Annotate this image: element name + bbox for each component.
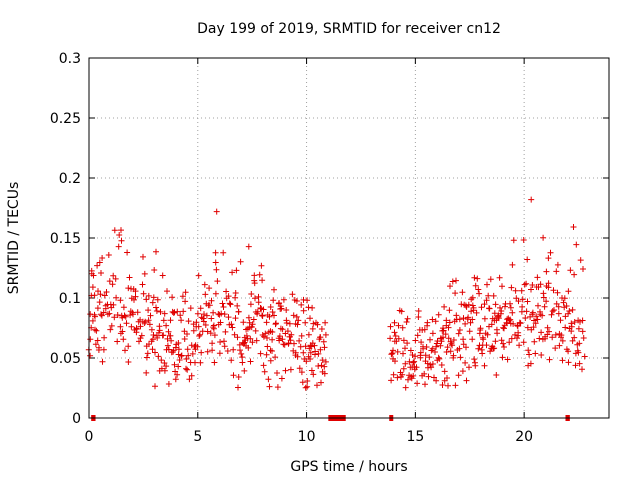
x-tick-label: 0	[85, 429, 94, 445]
plot-frame	[88, 57, 610, 419]
x-tick-label: 5	[193, 429, 202, 445]
data-points	[85, 196, 588, 391]
x-tick-label: 15	[406, 429, 424, 445]
y-tick-label: 0.25	[50, 111, 81, 127]
y-tick-label: 0.2	[59, 171, 81, 187]
y-tick-label: 0.15	[50, 231, 81, 247]
y-tick-label: 0	[72, 411, 81, 427]
x-tick-label: 20	[515, 429, 533, 445]
x-axis-label: GPS time / hours	[290, 459, 407, 475]
axis-ticks: 0 0.05 0.1 0.15 0.2 0.25 0.3 0 5 10 15 20	[50, 51, 609, 445]
y-tick-label: 0.05	[50, 351, 81, 367]
srmtid-series	[85, 196, 588, 391]
y-axis-label: SRMTID / TECUs	[6, 182, 22, 295]
x-tick-label: 10	[298, 429, 316, 445]
chart-title: Day 199 of 2019, SRMTID for receiver cn1…	[197, 21, 501, 37]
y-tick-label: 0.3	[59, 51, 81, 67]
y-tick-label: 0.1	[59, 291, 81, 307]
